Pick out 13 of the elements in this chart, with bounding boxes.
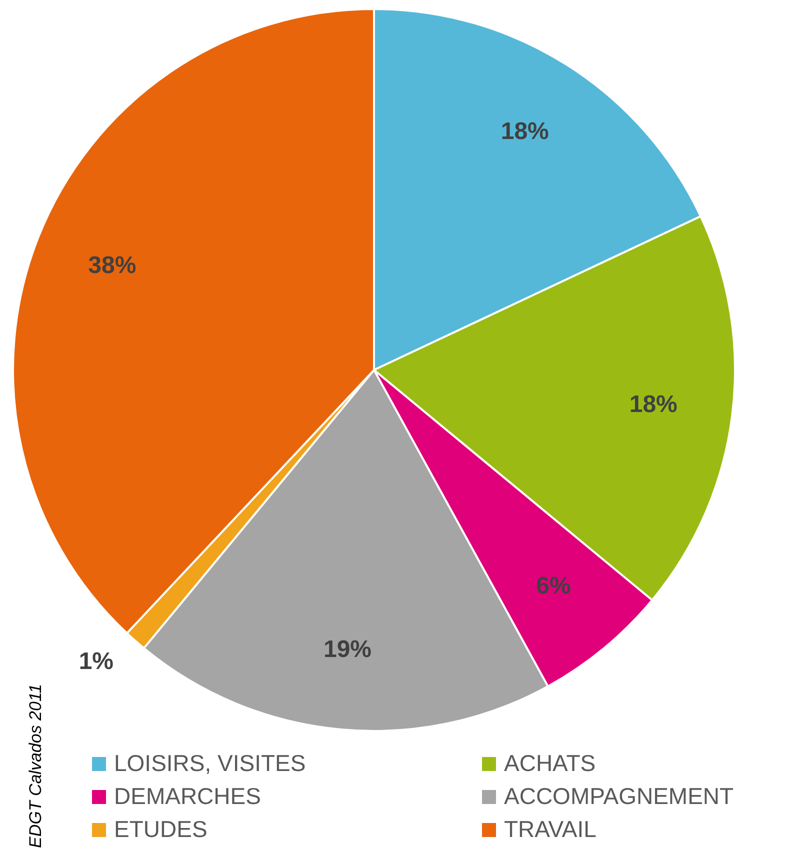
text: EDGT Calvados 2011 [26, 684, 46, 848]
legend-label: TRAVAIL [503, 816, 598, 843]
data-label: 19% [323, 636, 372, 663]
legend-label: ETUDES [113, 816, 208, 843]
legend-label: DEMARCHES [113, 783, 262, 810]
data-label: 1% [78, 648, 114, 676]
legend-label: ACHATS [503, 750, 597, 777]
data-label: 38% [88, 252, 136, 279]
data-label: 18% [500, 118, 549, 145]
data-label: 6% [536, 572, 571, 600]
legend-label: ACCOMPAGNEMENT [503, 783, 735, 810]
legend-label: LOISIRS, VISITES [113, 750, 307, 777]
data-label: 18% [629, 390, 678, 418]
